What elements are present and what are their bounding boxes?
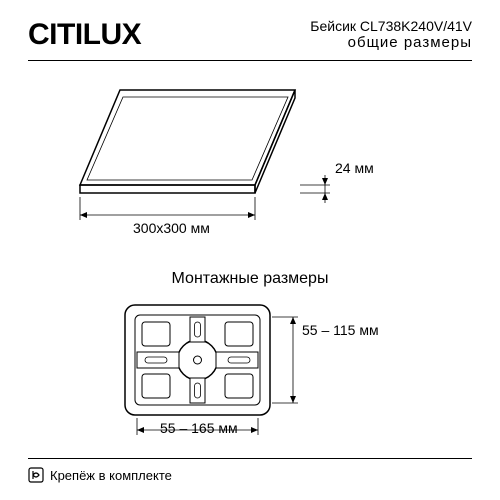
- footer-row: Крепёж в комплекте: [28, 467, 472, 483]
- model-code: Бейсик CL738K240V/41V: [310, 18, 472, 34]
- size-label: 300x300 мм: [133, 220, 210, 236]
- footer: Крепёж в комплекте: [28, 458, 472, 483]
- mounting-drawing: 55 – 115 мм 55 – 165 мм: [120, 300, 280, 430]
- hardware-icon: [28, 467, 44, 483]
- header-right: Бейсик CL738K240V/41V общие размеры: [310, 18, 472, 51]
- mounting-title: Монтажные размеры: [0, 270, 500, 288]
- brand-logo: CITILUX: [28, 18, 141, 52]
- mounting-height-label: 55 – 115 мм: [302, 322, 379, 338]
- thickness-label: 24 мм: [335, 160, 374, 176]
- header-divider: [28, 60, 472, 61]
- panel-drawing: 24 мм 300x300 мм: [75, 85, 315, 220]
- mounting-svg: [120, 300, 390, 440]
- subtitle: общие размеры: [310, 34, 472, 51]
- header: CITILUX Бейсик CL738K240V/41V общие разм…: [28, 18, 472, 52]
- mounting-width-label: 55 – 165 мм: [160, 420, 238, 436]
- footer-divider: [28, 458, 472, 459]
- footer-label: Крепёж в комплекте: [50, 468, 172, 483]
